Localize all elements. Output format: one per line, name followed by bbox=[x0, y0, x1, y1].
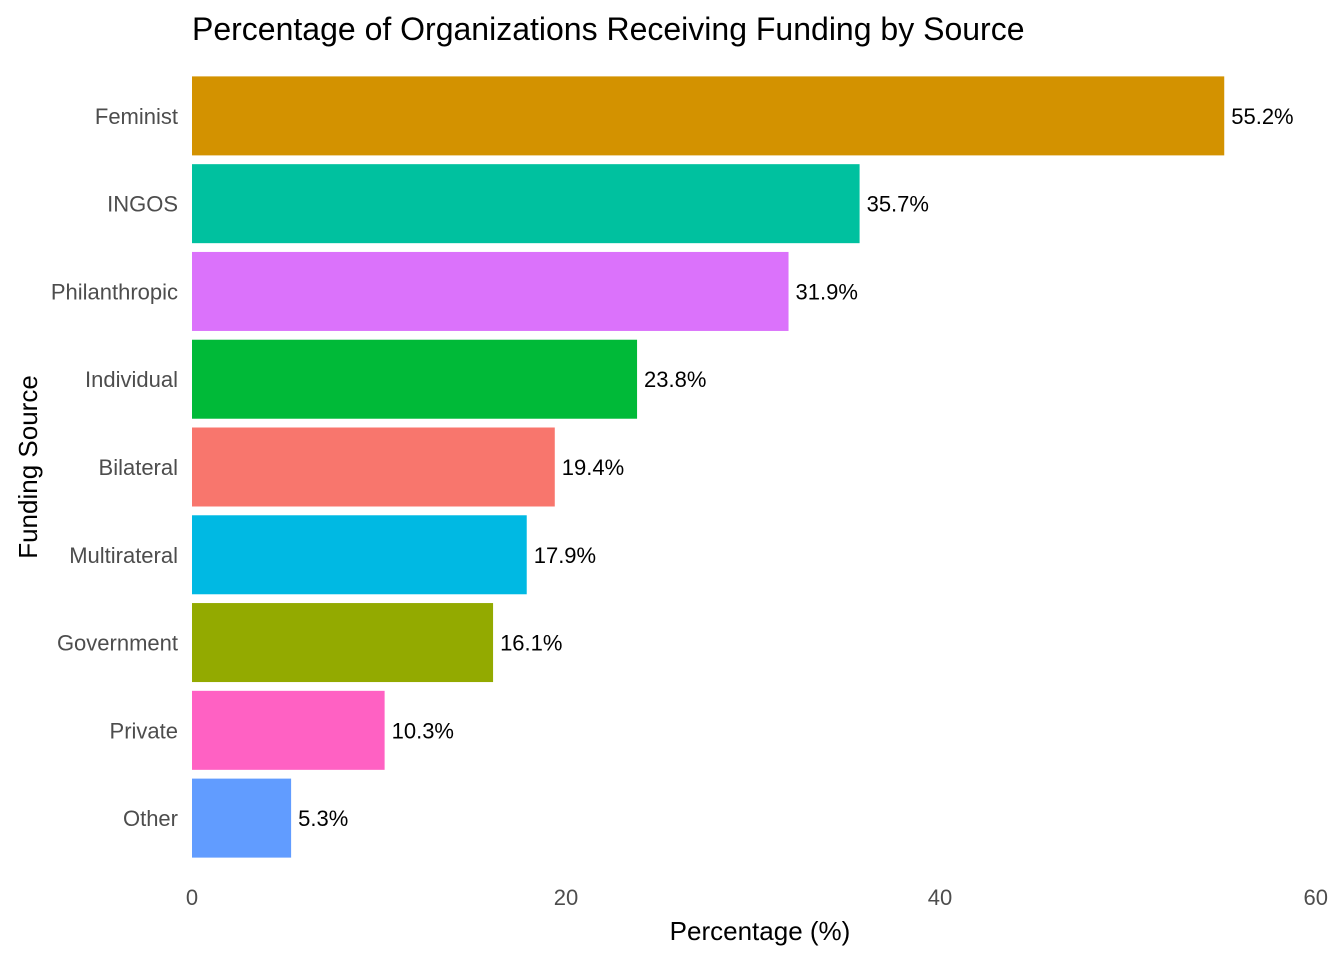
y-tick-label: Feminist bbox=[95, 104, 178, 129]
y-axis-tick-labels: Feminist INGOS Philanthropic Individual Bila… bbox=[51, 104, 178, 831]
bar-other bbox=[192, 778, 292, 858]
bar-bilateral bbox=[192, 427, 555, 507]
data-label: 19.4% bbox=[562, 455, 624, 480]
y-tick-label: Individual bbox=[85, 367, 178, 392]
bar-philanthropic bbox=[192, 251, 789, 331]
y-tick-label: INGOS bbox=[107, 192, 178, 217]
data-label: 55.2% bbox=[1231, 104, 1293, 129]
data-label: 17.9% bbox=[534, 543, 596, 568]
y-tick-label: Government bbox=[57, 631, 178, 656]
data-label: 16.1% bbox=[500, 631, 562, 656]
x-tick-label: 20 bbox=[554, 885, 578, 910]
data-label: 31.9% bbox=[796, 279, 858, 304]
data-label: 23.8% bbox=[644, 367, 706, 392]
chart-title: Percentage of Organizations Receiving Fu… bbox=[192, 11, 1024, 47]
bars-group bbox=[192, 76, 1225, 858]
x-tick-label: 0 bbox=[186, 885, 198, 910]
x-tick-label: 60 bbox=[1304, 885, 1328, 910]
bar-government bbox=[192, 603, 494, 683]
bar-feminist bbox=[192, 76, 1225, 156]
bar-private bbox=[192, 690, 385, 770]
y-tick-label: Private bbox=[110, 718, 178, 743]
x-tick-label: 40 bbox=[928, 885, 952, 910]
y-tick-label: Other bbox=[123, 806, 178, 831]
data-labels-group: 55.2% 35.7% 31.9% 23.8% 19.4% 17.9% 16.1% 10.3%… bbox=[298, 104, 1294, 831]
data-label: 35.7% bbox=[867, 192, 929, 217]
x-axis-tick-labels: 0 20 40 60 bbox=[186, 885, 1328, 910]
bar-ingos bbox=[192, 164, 860, 244]
data-label: 10.3% bbox=[392, 718, 454, 743]
x-axis-title: Percentage (%) bbox=[670, 916, 851, 946]
bar-individual bbox=[192, 339, 638, 419]
bar-multirateral bbox=[192, 515, 527, 595]
y-tick-label: Philanthropic bbox=[51, 279, 178, 304]
data-label: 5.3% bbox=[298, 806, 348, 831]
y-axis-title: Funding Source bbox=[13, 375, 43, 559]
y-tick-label: Multirateral bbox=[69, 543, 178, 568]
y-tick-label: Bilateral bbox=[99, 455, 178, 480]
